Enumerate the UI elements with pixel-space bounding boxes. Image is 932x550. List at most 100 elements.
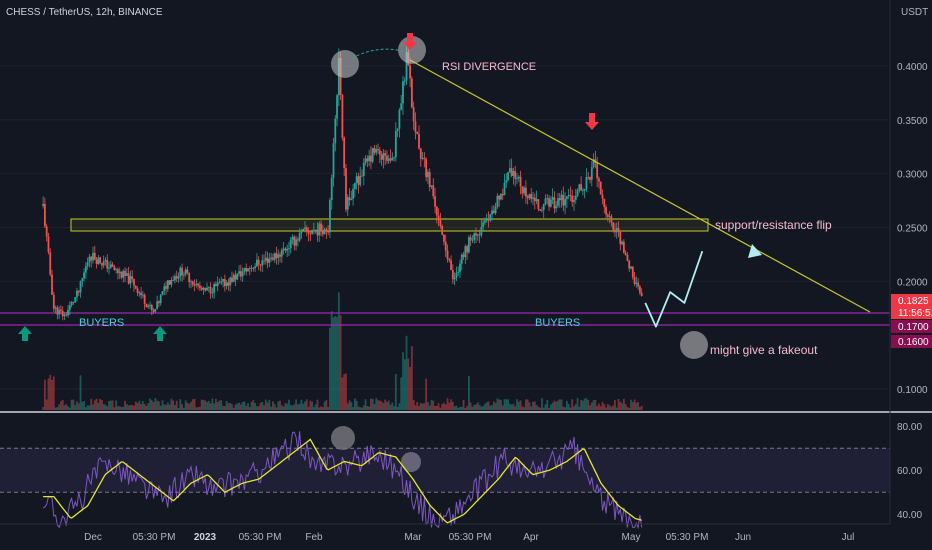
volume-bar	[165, 404, 167, 410]
volume-bar	[152, 402, 155, 410]
volume-bar	[359, 407, 362, 410]
volume-bar	[118, 406, 121, 410]
candle-body	[400, 103, 403, 110]
candle-body	[42, 204, 45, 206]
candle-body	[462, 254, 465, 257]
candle-body	[257, 259, 260, 265]
candle-body	[179, 267, 182, 277]
candle-body	[207, 286, 210, 288]
volume-bar	[619, 401, 622, 410]
volume-bar	[334, 316, 337, 410]
candle-body	[188, 272, 191, 282]
volume-bar	[491, 405, 493, 410]
volume-bar	[476, 402, 479, 410]
volume-bar	[603, 404, 606, 410]
volume-bar	[403, 359, 406, 410]
candle-body	[127, 273, 130, 284]
candle-body	[44, 204, 46, 227]
volume-bar	[386, 401, 388, 410]
volume-bar	[628, 407, 631, 410]
projection-arrowhead	[748, 244, 762, 258]
symbol-title: CHESS / TetherUS, 12h, BINANCE	[6, 7, 163, 18]
candle-body	[361, 175, 363, 177]
candle-body	[630, 266, 632, 269]
candle-body	[530, 194, 533, 199]
candle-body	[624, 252, 627, 255]
volume-bar	[558, 399, 561, 410]
candle-body	[234, 274, 237, 280]
volume-bar	[93, 400, 96, 410]
price-axis-ticks: 0.4000 0.3500 0.3000 0.2500 0.2000 0.1000	[897, 62, 928, 396]
candle-body	[150, 304, 153, 310]
candle-body	[491, 210, 493, 215]
volume-bar	[54, 407, 57, 410]
time-axis-label: Mar	[404, 532, 422, 543]
candle-body	[158, 301, 160, 304]
candle-body	[145, 303, 148, 308]
volume-bar	[108, 400, 110, 410]
candle-body	[589, 177, 591, 180]
candle-body	[264, 257, 267, 261]
volume-bar	[147, 403, 150, 410]
candle-body	[102, 261, 105, 266]
volume-bar	[370, 398, 372, 410]
time-axis-label: Apr	[523, 532, 539, 543]
volume-bar	[304, 401, 306, 410]
volume-bar	[444, 404, 447, 410]
candle-body	[573, 199, 575, 202]
volume-bar	[191, 399, 194, 410]
volume-bar	[81, 401, 84, 410]
volume-bar	[427, 401, 429, 410]
candle-body	[560, 194, 563, 201]
volume-bar	[161, 400, 164, 410]
candle-body	[519, 176, 522, 187]
candle-body	[289, 239, 292, 249]
candle-body	[375, 148, 378, 153]
candle-body	[606, 214, 609, 217]
candle-body	[473, 233, 476, 240]
candle-body	[615, 228, 618, 233]
volume-bar	[156, 400, 159, 410]
price-badge-label: 11:56:51	[898, 308, 932, 319]
volume-bar	[640, 405, 643, 410]
volume-bar	[635, 402, 638, 410]
volume-bar	[163, 404, 166, 410]
candle-body	[633, 277, 636, 284]
candle-body	[503, 182, 506, 196]
volume-bar	[573, 406, 575, 410]
volume-bar	[453, 406, 456, 410]
volume-bar	[288, 399, 290, 410]
candle-body	[368, 155, 371, 162]
candle-body	[617, 228, 620, 232]
candle-body	[202, 287, 205, 290]
candle-body	[336, 95, 338, 119]
candle-body	[402, 81, 404, 104]
candle-body	[302, 229, 305, 231]
rsi-tick-label: 60.00	[897, 466, 922, 477]
volume-bar	[469, 402, 472, 410]
volume-bar	[316, 399, 319, 410]
candle-body	[427, 172, 429, 178]
volume-bar	[378, 400, 381, 410]
volume-bar	[393, 406, 395, 410]
candle-body	[469, 237, 472, 241]
volume-bar	[562, 406, 565, 410]
candle-body	[81, 278, 84, 282]
volume-bar	[500, 399, 502, 410]
volume-bar	[501, 405, 504, 410]
candle-body	[533, 197, 536, 202]
candle-body	[355, 176, 358, 184]
volume-bar	[596, 405, 599, 410]
volume-bar	[533, 401, 536, 410]
candle-body	[304, 227, 306, 230]
volume-bar	[222, 405, 224, 410]
volume-bar	[197, 407, 200, 410]
candle-body	[65, 314, 68, 316]
candle-body	[266, 257, 269, 263]
volume-bar	[377, 400, 379, 410]
candle-body	[272, 257, 274, 260]
candle-body	[309, 233, 312, 235]
volume-bar	[535, 404, 538, 410]
rsi-ma-line	[43, 438, 642, 524]
candle-body	[60, 309, 62, 312]
